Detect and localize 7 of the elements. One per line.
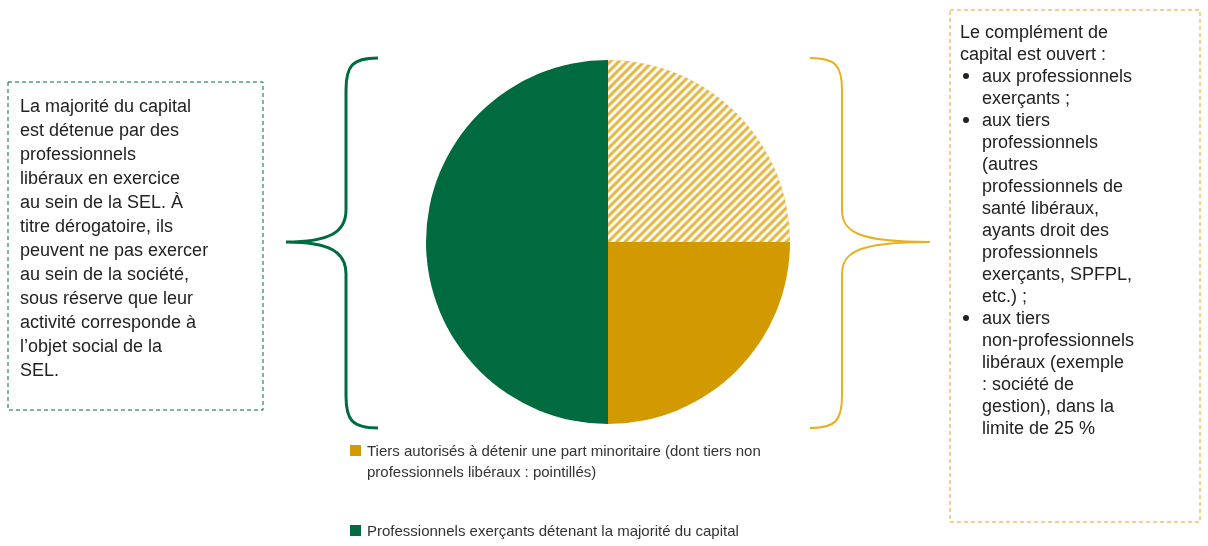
text: aux tiers non-professionnels libéraux (exemple : société de gestion), dans la limite de 25 %	[982, 308, 1135, 438]
legend-label: Tiers autorisés à détenir une part minoritaire (dont tiers non professionnels libéraux : pointillés)	[367, 442, 761, 480]
text: aux tiers professionnels (autres professionnels de santé libéraux, ayants droit des professionnels exerçants, SPFPL, etc.) ;	[982, 110, 1133, 306]
legend-label: Professionnels exerçants détenant la majorité du capital	[367, 522, 739, 539]
text: aux professionnels exerçants ;	[982, 66, 1133, 108]
text: La majorité du capital est détenue par des professionnels libéraux en exercice au sein de la SEL. À titre dérogatoire, ils peuvent ne pas exercer au sein de la société, sous réserve que leur activité corresponde à l’objet social de la SEL.	[20, 96, 209, 380]
text: Le complément de capital est ouvert :	[960, 22, 1109, 64]
